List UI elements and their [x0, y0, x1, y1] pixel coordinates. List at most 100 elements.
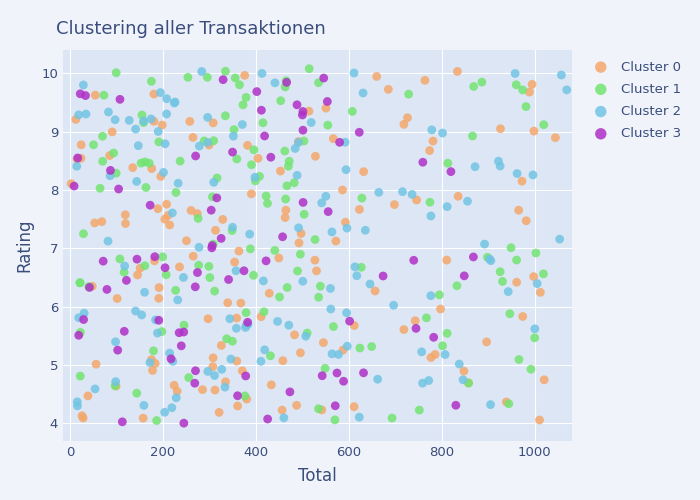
- Cluster 1: [494, 268, 505, 276]
- Cluster 2: [365, 280, 376, 288]
- Cluster 2: [442, 202, 453, 210]
- Cluster 1: [204, 274, 216, 281]
- Cluster 1: [151, 416, 162, 424]
- Cluster 3: [334, 138, 345, 146]
- Cluster 2: [131, 178, 142, 186]
- Cluster 1: [208, 240, 219, 248]
- Cluster 1: [157, 253, 168, 261]
- Cluster 0: [303, 107, 314, 115]
- Cluster 1: [288, 178, 300, 186]
- Cluster 3: [330, 402, 341, 410]
- Cluster 2: [462, 197, 473, 205]
- Cluster 1: [139, 262, 150, 270]
- Cluster 3: [105, 166, 116, 174]
- Cluster 0: [231, 314, 242, 322]
- Cluster 1: [476, 78, 487, 86]
- Cluster 1: [138, 118, 149, 126]
- Cluster 1: [468, 82, 480, 90]
- Cluster 2: [272, 318, 283, 326]
- Cluster 3: [72, 154, 83, 162]
- Cluster 1: [109, 382, 120, 390]
- Cluster 0: [328, 134, 339, 142]
- Cluster 0: [426, 354, 437, 362]
- Cluster 0: [330, 237, 342, 245]
- Cluster 1: [203, 262, 214, 270]
- Cluster 0: [349, 402, 360, 410]
- Cluster 1: [280, 195, 291, 203]
- Cluster 3: [298, 108, 309, 116]
- Cluster 2: [340, 166, 351, 173]
- Cluster 2: [103, 108, 114, 116]
- Cluster 3: [69, 182, 80, 190]
- Y-axis label: Rating: Rating: [15, 218, 33, 272]
- Cluster 1: [298, 210, 309, 218]
- Cluster 0: [70, 116, 81, 124]
- Cluster 0: [153, 284, 164, 292]
- Cluster 0: [256, 312, 267, 320]
- Cluster 2: [425, 292, 436, 300]
- Cluster 1: [260, 192, 272, 200]
- Cluster 0: [90, 360, 101, 368]
- Cluster 1: [83, 282, 94, 290]
- Cluster 2: [354, 413, 365, 421]
- Cluster 0: [157, 121, 168, 129]
- Cluster 3: [102, 286, 113, 294]
- Cluster 3: [232, 392, 243, 400]
- Cluster 1: [111, 68, 122, 76]
- Cluster 0: [188, 252, 199, 260]
- Cluster 1: [75, 372, 86, 380]
- Cluster 1: [144, 159, 155, 167]
- Cluster 0: [96, 218, 107, 226]
- Cluster 1: [78, 230, 89, 237]
- Cluster 1: [98, 91, 109, 99]
- Cluster 3: [190, 152, 201, 160]
- Cluster 0: [78, 414, 89, 422]
- Cluster 2: [171, 394, 182, 402]
- Cluster 0: [217, 216, 228, 224]
- Cluster 3: [121, 276, 132, 284]
- Cluster 1: [141, 184, 152, 192]
- Cluster 3: [445, 168, 456, 175]
- Cluster 2: [484, 255, 495, 263]
- Cluster 1: [281, 182, 293, 190]
- Cluster 2: [73, 111, 84, 119]
- Cluster 0: [526, 80, 538, 88]
- Cluster 3: [265, 153, 276, 161]
- Cluster 1: [366, 342, 377, 350]
- Cluster 1: [434, 291, 445, 299]
- Cluster 0: [481, 338, 492, 346]
- Cluster 1: [241, 94, 252, 102]
- Cluster 2: [130, 307, 141, 315]
- Cluster 2: [161, 94, 172, 102]
- Cluster 2: [241, 321, 252, 329]
- Cluster 0: [435, 305, 446, 313]
- Cluster 0: [235, 299, 246, 307]
- Cluster 2: [231, 324, 242, 332]
- Cluster 1: [156, 328, 167, 336]
- Cluster 0: [216, 342, 227, 349]
- Cluster 3: [322, 98, 333, 106]
- Cluster 1: [136, 159, 147, 167]
- Cluster 3: [323, 208, 334, 216]
- Cluster 1: [202, 74, 213, 82]
- Cluster 0: [419, 76, 430, 84]
- Cluster 0: [293, 239, 304, 247]
- Cluster 2: [133, 142, 144, 150]
- Cluster 0: [321, 104, 332, 112]
- Cluster 0: [169, 382, 180, 390]
- Cluster 0: [104, 152, 116, 160]
- Cluster 0: [207, 354, 218, 362]
- Cluster 1: [329, 416, 340, 424]
- Cluster 2: [423, 376, 434, 384]
- Cluster 3: [331, 369, 342, 377]
- Cluster 1: [111, 169, 122, 177]
- Cluster 0: [316, 406, 328, 414]
- Cluster 1: [114, 255, 125, 263]
- Cluster 0: [295, 349, 306, 357]
- Cluster 1: [254, 172, 265, 180]
- Cluster 0: [264, 290, 275, 298]
- Cluster 1: [146, 78, 157, 86]
- Cluster 1: [281, 77, 292, 85]
- Cluster 0: [389, 200, 400, 208]
- Cluster 2: [440, 350, 451, 358]
